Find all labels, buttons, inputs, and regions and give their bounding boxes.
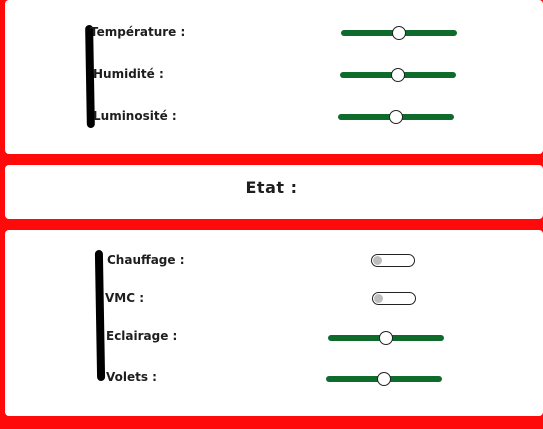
- volets-slider[interactable]: [326, 372, 442, 386]
- humidity-slider[interactable]: [340, 68, 456, 82]
- temperature-slider-thumb[interactable]: [392, 26, 406, 40]
- etat-title: Etat :: [245, 178, 298, 197]
- vmc-label: VMC :: [105, 291, 145, 305]
- temperature-slider[interactable]: [341, 26, 457, 40]
- humidity-label: Humidité :: [93, 67, 164, 81]
- chauffage-toggle[interactable]: [371, 254, 415, 267]
- eclairage-slider-thumb[interactable]: [379, 331, 393, 345]
- vmc-toggle-knob: [374, 294, 383, 303]
- temperature-label: Température :: [90, 25, 186, 39]
- volets-slider-thumb[interactable]: [377, 372, 391, 386]
- luminosity-slider-thumb[interactable]: [389, 110, 403, 124]
- luminosity-label: Luminosité :: [93, 109, 177, 123]
- actuators-panel: [5, 230, 543, 416]
- etat-panel: [5, 165, 543, 219]
- eclairage-label: Eclairage :: [106, 329, 178, 343]
- volets-label: Volets :: [106, 370, 157, 384]
- luminosity-slider[interactable]: [338, 110, 454, 124]
- vmc-toggle[interactable]: [372, 292, 416, 305]
- humidity-slider-thumb[interactable]: [391, 68, 405, 82]
- eclairage-slider[interactable]: [328, 331, 444, 345]
- chauffage-toggle-knob: [373, 256, 382, 265]
- chauffage-label: Chauffage :: [107, 253, 185, 267]
